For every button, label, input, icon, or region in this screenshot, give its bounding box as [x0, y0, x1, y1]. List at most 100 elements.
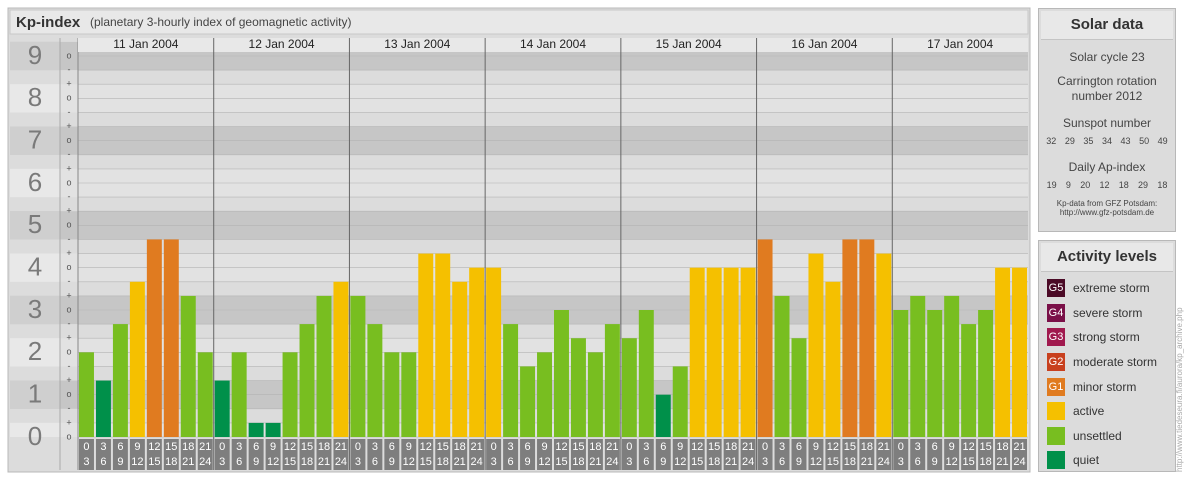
time-label: 3 — [100, 441, 106, 453]
sunspot-list: 32 29 35 34 43 50 49 — [1042, 136, 1172, 146]
minor-tick-label: + — [66, 290, 71, 300]
time-label: 6 — [117, 441, 123, 453]
bar — [333, 281, 349, 437]
time-box — [995, 439, 1011, 470]
sunspot-value: 50 — [1139, 136, 1150, 146]
bar — [893, 310, 909, 437]
date-label: 15 Jan 2004 — [656, 37, 722, 51]
y-tick-label: 5 — [28, 209, 42, 239]
date-label: 11 Jan 2004 — [113, 37, 178, 51]
time-box — [316, 439, 332, 470]
time-label: 9 — [253, 456, 259, 468]
time-label: 18 — [725, 441, 737, 453]
time-label: 9 — [117, 456, 123, 468]
time-box — [978, 439, 994, 470]
label-band — [10, 126, 60, 155]
chart-title: Kp-index — [16, 14, 81, 31]
time-label: 9 — [932, 456, 938, 468]
time-label: 0 — [626, 441, 632, 453]
time-box — [655, 439, 671, 470]
y-tick-label: 2 — [28, 336, 42, 366]
bar — [672, 366, 688, 437]
band — [10, 422, 1028, 437]
time-label: 6 — [236, 456, 242, 468]
bar — [248, 422, 264, 437]
time-label: 3 — [355, 456, 361, 468]
time-label: 3 — [219, 456, 225, 468]
time-label: 15 — [284, 456, 296, 468]
date-label: 17 Jan 2004 — [927, 37, 993, 51]
time-label: 9 — [270, 441, 276, 453]
time-label: 6 — [372, 456, 378, 468]
time-label: 12 — [403, 456, 415, 468]
bar — [129, 281, 145, 437]
bar — [418, 253, 434, 437]
minor-tick-label: + — [66, 375, 71, 385]
level-swatch: G4 — [1047, 303, 1065, 322]
time-box — [163, 439, 179, 470]
time-label: 0 — [898, 441, 904, 453]
bar — [791, 338, 807, 437]
time-label: 18 — [708, 456, 720, 468]
minor-tick-label: - — [68, 403, 71, 413]
time-label: 6 — [660, 441, 666, 453]
time-label: 18 — [589, 441, 601, 453]
time-label: 24 — [335, 456, 347, 468]
bar — [723, 267, 739, 437]
minor-tick-label: + — [66, 163, 71, 173]
minor-tick-label: o — [66, 50, 71, 60]
time-box — [282, 439, 298, 470]
date-header — [78, 38, 1028, 52]
time-label: 0 — [491, 441, 497, 453]
bar — [486, 267, 502, 437]
time-label: 18 — [844, 456, 856, 468]
time-label: 15 — [572, 441, 584, 453]
time-box — [299, 439, 315, 470]
time-label: 21 — [725, 456, 737, 468]
time-label: 6 — [524, 441, 530, 453]
time-label: 15 — [963, 456, 975, 468]
time-box — [350, 439, 366, 470]
level-item: G4 severe storm — [1039, 301, 1175, 326]
time-label: 0 — [355, 441, 361, 453]
level-name: extreme storm — [1073, 281, 1150, 296]
time-box — [961, 439, 977, 470]
bar — [825, 281, 841, 437]
carrington: Carrington rotation number 2012 — [1057, 74, 1157, 103]
bar — [180, 295, 196, 437]
date-label: 16 Jan 2004 — [791, 37, 857, 51]
time-box — [944, 439, 960, 470]
level-swatch — [1047, 451, 1065, 470]
bar — [655, 394, 671, 437]
time-box — [146, 439, 162, 470]
time-label: 6 — [643, 456, 649, 468]
label-band — [10, 338, 60, 367]
source-url: http://www.gfz-potsdam.de — [1059, 208, 1155, 217]
bar — [95, 380, 111, 437]
time-label: 15 — [437, 441, 449, 453]
bar — [503, 324, 519, 437]
minor-tick-label: o — [66, 135, 71, 145]
bar — [520, 366, 536, 437]
time-label: 12 — [827, 441, 839, 453]
date-label: 14 Jan 2004 — [520, 37, 586, 51]
time-label: 3 — [508, 441, 514, 453]
minor-tick-label: - — [68, 191, 71, 201]
bar — [859, 239, 875, 437]
bar — [469, 267, 485, 437]
time-box — [604, 439, 620, 470]
time-label: 21 — [1013, 441, 1025, 453]
level-item: quiet — [1039, 448, 1175, 473]
time-label: 18 — [572, 456, 584, 468]
time-label: 12 — [267, 456, 279, 468]
title-bar — [9, 9, 1029, 35]
time-label: 6 — [796, 441, 802, 453]
time-label: 12 — [131, 456, 143, 468]
level-swatch: G3 — [1047, 328, 1065, 347]
time-label: 3 — [83, 456, 89, 468]
bar — [1012, 267, 1027, 437]
bar — [995, 267, 1011, 437]
bar — [282, 352, 298, 437]
time-label: 3 — [643, 441, 649, 453]
bar — [452, 281, 468, 437]
